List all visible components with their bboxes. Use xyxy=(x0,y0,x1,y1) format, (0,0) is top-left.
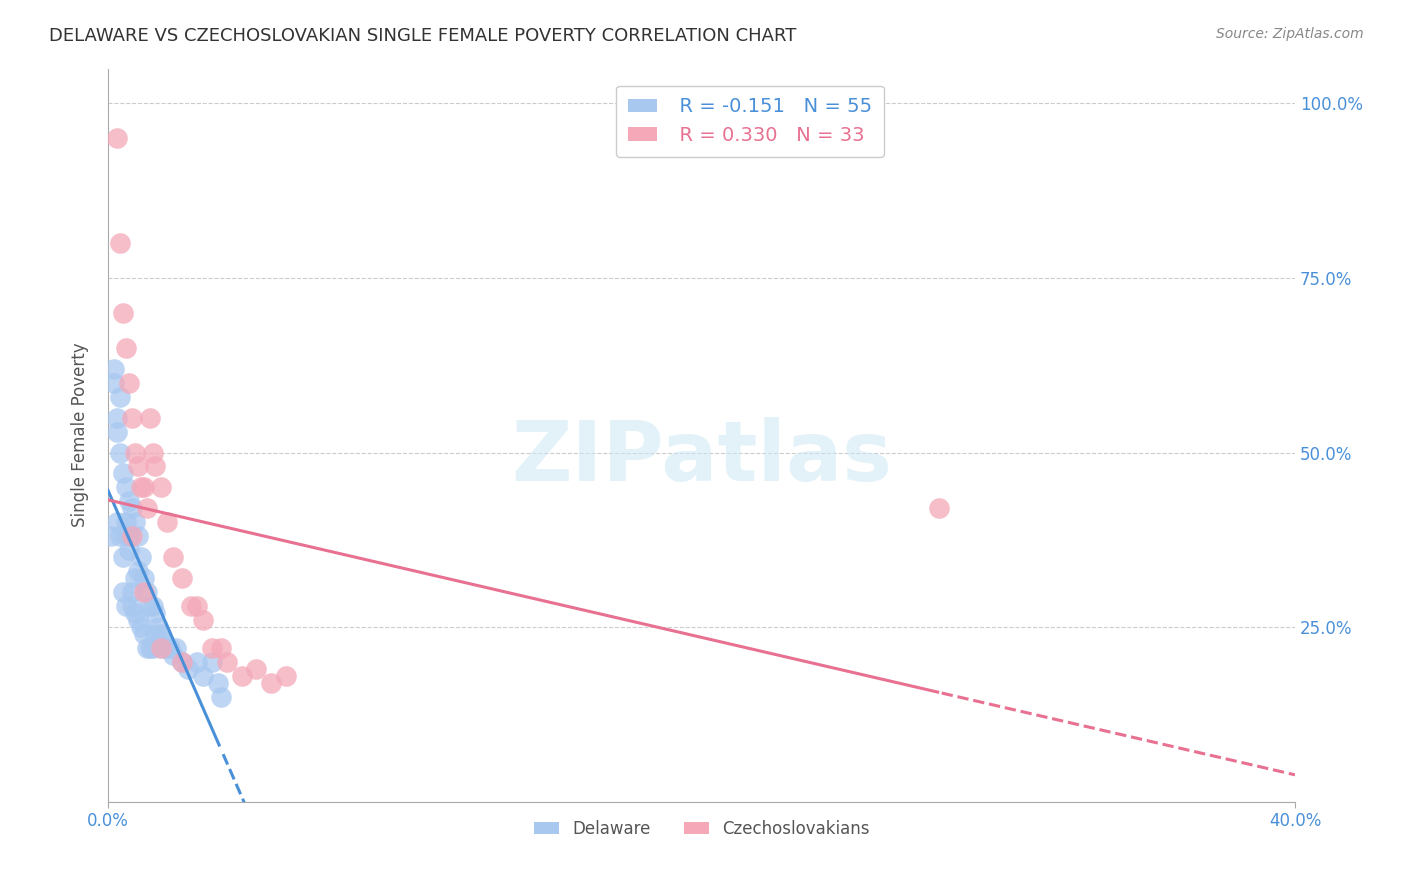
Point xyxy=(150,627,173,641)
Point xyxy=(108,445,131,459)
Point xyxy=(162,648,184,662)
Point xyxy=(165,640,187,655)
Point xyxy=(207,676,229,690)
Point xyxy=(111,585,134,599)
Point xyxy=(118,529,141,543)
Point xyxy=(108,390,131,404)
Point xyxy=(105,131,128,145)
Point xyxy=(201,655,224,669)
Point xyxy=(135,501,157,516)
Point xyxy=(129,480,152,494)
Point xyxy=(114,480,136,494)
Point xyxy=(108,529,131,543)
Point xyxy=(141,640,163,655)
Point xyxy=(103,361,125,376)
Point xyxy=(114,529,136,543)
Point xyxy=(209,690,232,704)
Point xyxy=(114,341,136,355)
Point xyxy=(127,564,149,578)
Point xyxy=(159,640,181,655)
Point xyxy=(274,669,297,683)
Point xyxy=(121,585,143,599)
Point xyxy=(127,529,149,543)
Point xyxy=(129,620,152,634)
Point xyxy=(162,550,184,565)
Point xyxy=(114,516,136,530)
Point xyxy=(127,613,149,627)
Y-axis label: Single Female Poverty: Single Female Poverty xyxy=(72,343,89,527)
Point xyxy=(928,501,950,516)
Point xyxy=(260,676,283,690)
Point xyxy=(132,571,155,585)
Point xyxy=(100,529,122,543)
Point xyxy=(135,640,157,655)
Point xyxy=(156,516,179,530)
Point xyxy=(141,445,163,459)
Point xyxy=(191,669,214,683)
Point xyxy=(118,543,141,558)
Point xyxy=(245,662,267,676)
Text: ZIPatlas: ZIPatlas xyxy=(510,417,891,498)
Point xyxy=(129,550,152,565)
Point xyxy=(105,410,128,425)
Point xyxy=(186,599,208,613)
Point xyxy=(121,501,143,516)
Point xyxy=(150,480,173,494)
Point xyxy=(108,235,131,250)
Point xyxy=(172,655,194,669)
Legend: Delaware, Czechoslovakians: Delaware, Czechoslovakians xyxy=(527,814,876,845)
Text: Source: ZipAtlas.com: Source: ZipAtlas.com xyxy=(1216,27,1364,41)
Point xyxy=(121,410,143,425)
Point xyxy=(172,571,194,585)
Point xyxy=(177,662,200,676)
Point xyxy=(111,467,134,481)
Point xyxy=(145,627,167,641)
Point xyxy=(148,620,170,634)
Point xyxy=(150,640,173,655)
Point xyxy=(124,516,146,530)
Point xyxy=(172,655,194,669)
Point xyxy=(124,571,146,585)
Point xyxy=(145,606,167,620)
Point xyxy=(121,599,143,613)
Point xyxy=(121,529,143,543)
Point xyxy=(111,306,134,320)
Point xyxy=(215,655,238,669)
Point xyxy=(138,410,160,425)
Point xyxy=(138,640,160,655)
Point xyxy=(132,627,155,641)
Point xyxy=(105,425,128,439)
Point xyxy=(132,480,155,494)
Text: DELAWARE VS CZECHOSLOVAKIAN SINGLE FEMALE POVERTY CORRELATION CHART: DELAWARE VS CZECHOSLOVAKIAN SINGLE FEMAL… xyxy=(49,27,797,45)
Point xyxy=(118,376,141,390)
Point xyxy=(186,655,208,669)
Point xyxy=(156,640,179,655)
Point xyxy=(153,634,176,648)
Point xyxy=(127,459,149,474)
Point xyxy=(135,585,157,599)
Point xyxy=(150,640,173,655)
Point xyxy=(118,494,141,508)
Point xyxy=(231,669,253,683)
Point xyxy=(191,613,214,627)
Point xyxy=(124,445,146,459)
Point xyxy=(145,459,167,474)
Point xyxy=(209,640,232,655)
Point xyxy=(114,599,136,613)
Point xyxy=(138,599,160,613)
Point xyxy=(124,606,146,620)
Point xyxy=(111,550,134,565)
Point xyxy=(103,376,125,390)
Point xyxy=(180,599,202,613)
Point xyxy=(105,516,128,530)
Point xyxy=(141,599,163,613)
Point xyxy=(132,585,155,599)
Point xyxy=(201,640,224,655)
